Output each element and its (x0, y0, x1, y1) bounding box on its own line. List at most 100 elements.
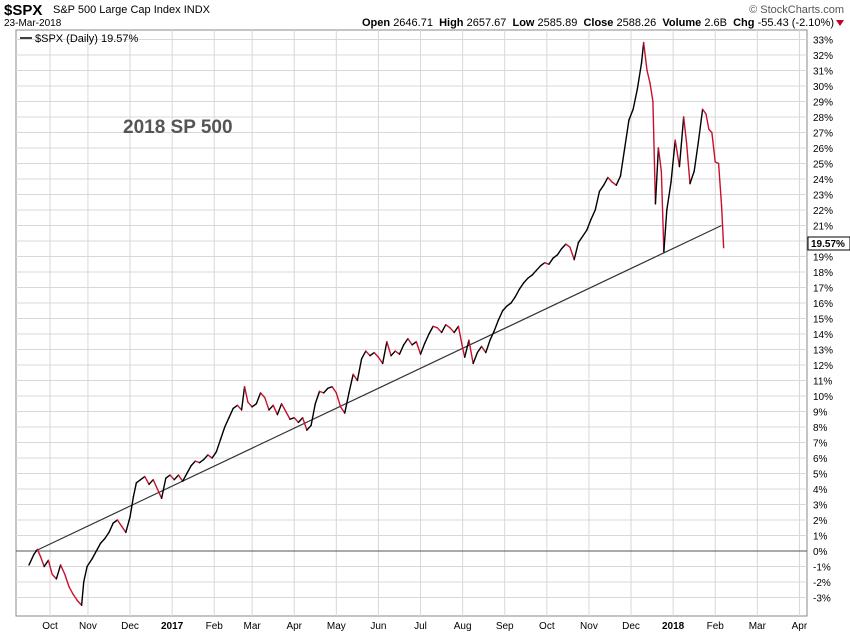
series-segment (243, 386, 249, 403)
y-tick-label: 10% (813, 392, 833, 403)
y-tick-label: -2% (813, 578, 831, 589)
series-segment (236, 404, 243, 411)
y-tick-label: 9% (813, 408, 828, 419)
series-segment (489, 330, 495, 341)
series-segment (586, 218, 592, 231)
series-segment (602, 176, 609, 186)
series-segment (148, 479, 154, 486)
series-segment (280, 403, 287, 413)
legend-label: $SPX (Daily) 19.57% (35, 33, 139, 45)
series-segment (497, 310, 504, 321)
y-tick-label: 18% (813, 268, 833, 279)
series-segment (40, 556, 45, 568)
series-segment (642, 41, 648, 72)
series-segment (301, 417, 308, 431)
x-tick-label: Jun (370, 621, 386, 632)
series-segment (228, 407, 234, 419)
series-segment (590, 209, 596, 221)
y-tick-label: 25% (813, 160, 833, 171)
series-segment (565, 243, 571, 248)
series-segment (708, 128, 713, 134)
chart-date: 23-Mar-2018 (4, 18, 62, 29)
series-segment (666, 181, 672, 211)
series-segment (156, 488, 163, 499)
series-segment (569, 246, 575, 261)
series-segment (135, 479, 142, 484)
series-segment (556, 248, 563, 256)
series-segment (120, 525, 127, 534)
series-segment (331, 386, 338, 394)
series-segment (251, 403, 258, 408)
series-segment (632, 88, 639, 110)
series-segment (125, 516, 131, 534)
series-segment (132, 482, 138, 498)
series-segment (510, 296, 516, 304)
series-segment (177, 474, 184, 482)
series-segment (104, 531, 110, 540)
series-segment (445, 324, 451, 329)
series-segment (611, 181, 617, 186)
series-segment (652, 100, 657, 205)
y-tick-label: 3% (813, 501, 828, 512)
series-segment (99, 537, 106, 544)
series-segment (660, 170, 665, 253)
series-segment (139, 475, 146, 481)
y-tick-label: 13% (813, 346, 833, 357)
series-segment (428, 325, 434, 335)
series-segment (457, 325, 464, 349)
series-segment (365, 350, 371, 357)
series-segment (381, 341, 388, 365)
series-segment (310, 403, 316, 427)
last-value-label: 19.57% (811, 239, 845, 250)
x-tick-label: Dec (622, 621, 640, 632)
brand-watermark: © StockCharts.com (749, 4, 844, 16)
series-segment (314, 390, 321, 405)
legend: $SPX (Daily) 19.57% (20, 33, 139, 45)
series-segment (344, 392, 350, 414)
series-segment (440, 324, 447, 334)
series-segment (705, 113, 710, 131)
series-segment (485, 339, 491, 354)
x-tick-label: Feb (707, 621, 725, 632)
series-segment (240, 386, 246, 411)
series-segment (268, 404, 274, 411)
series-segment (544, 262, 550, 265)
series-segment (339, 406, 346, 414)
y-tick-label: 33% (813, 36, 833, 47)
series-segment (369, 351, 375, 357)
series-segment (219, 426, 226, 441)
series-segment (386, 341, 392, 357)
series-segment (293, 417, 300, 424)
series-segment (160, 477, 167, 499)
series-segment (129, 496, 135, 518)
series-segment (501, 305, 508, 312)
series-segment (640, 41, 645, 64)
series-segment (297, 417, 304, 424)
series-segment (522, 277, 529, 284)
series-segment (411, 341, 418, 346)
series-segment (390, 350, 396, 357)
series-segment (247, 401, 253, 408)
series-segment (207, 454, 213, 459)
index-name: S&P 500 Large Cap Index INDX (53, 4, 210, 16)
series-segment (144, 475, 150, 486)
series-segment (86, 558, 93, 568)
trendline (35, 224, 722, 552)
x-tick-label: Apr (286, 621, 302, 632)
series-segment (449, 327, 455, 334)
series-segment (453, 325, 460, 334)
series-segment (493, 319, 500, 332)
y-tick-label: 29% (813, 98, 833, 109)
series-segment (461, 347, 466, 358)
series-segment (646, 69, 651, 84)
series-segment (76, 599, 83, 606)
series-segment (47, 559, 53, 575)
series-segment (697, 108, 704, 143)
series-segment (636, 62, 643, 90)
series-segment (198, 458, 205, 464)
series-segment (360, 350, 367, 360)
series-segment (259, 392, 266, 399)
y-tick-label: 1% (813, 532, 828, 543)
series-segment (415, 341, 422, 355)
